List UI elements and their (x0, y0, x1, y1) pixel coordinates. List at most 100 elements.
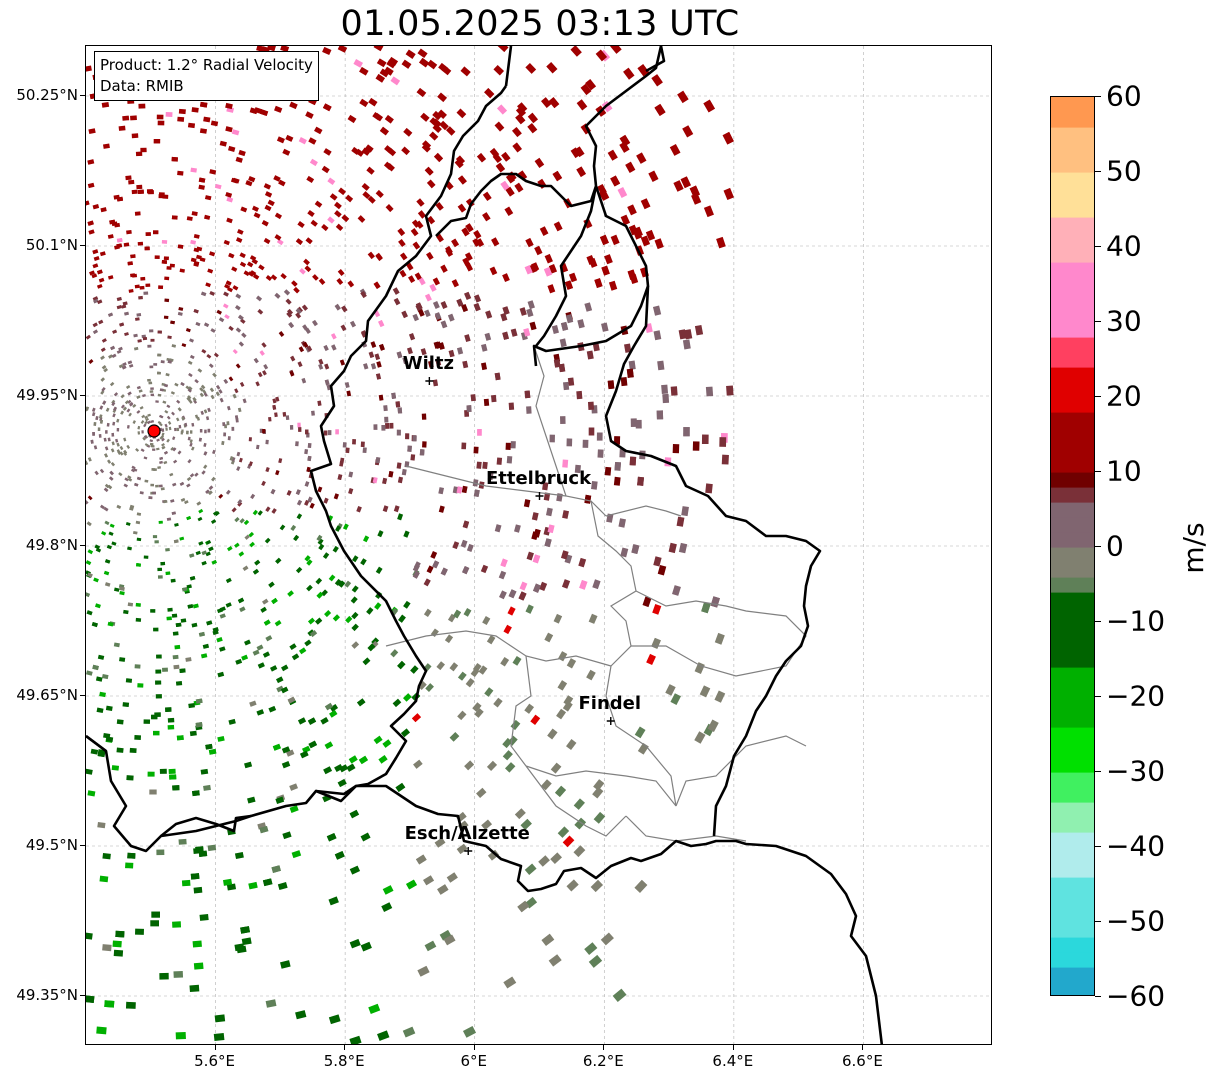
radar-echo-cell (120, 404, 125, 409)
radar-echo-cell (303, 258, 310, 266)
radar-echo-cell (177, 116, 185, 122)
radar-echo-cell (170, 391, 175, 395)
radar-echo-cell (125, 1001, 136, 1009)
radar-echo-cell (547, 284, 556, 294)
radar-echo-cell (86, 521, 92, 527)
radar-echo-cell (363, 363, 369, 370)
radar-velocity-echoes (86, 46, 734, 1044)
radar-echo-cell (545, 507, 553, 517)
radar-echo-cell (390, 76, 401, 86)
radar-echo-cell (494, 524, 502, 533)
radar-echo-cell (297, 361, 303, 368)
radar-echo-cell (456, 486, 463, 494)
radar-echo-cell (206, 353, 212, 359)
radar-echo-cell (116, 442, 120, 447)
radar-echo-cell (586, 669, 596, 681)
radar-echo-cell (472, 662, 482, 673)
radar-echo-cell (360, 558, 367, 566)
radar-echo-cell (160, 360, 165, 364)
radar-echo-cell (155, 484, 159, 488)
radar-echo-cell (297, 422, 301, 428)
canton-boundary (625, 815, 747, 842)
radar-echo-cell (423, 875, 435, 886)
radar-echo-cell (597, 449, 604, 458)
radar-echo-cell (203, 451, 208, 456)
radar-echo-cell (599, 234, 609, 246)
radar-echo-cell (135, 928, 144, 935)
colorbar-segment (1051, 187, 1094, 203)
radar-echo-cell (249, 541, 255, 548)
radar-echo-cell (156, 447, 160, 451)
colorbar-segment (1051, 307, 1094, 323)
radar-echo-cell (86, 200, 90, 206)
radar-echo-cell (172, 654, 179, 660)
radar-echo-cell (351, 585, 359, 593)
radar-echo-cell (241, 937, 252, 946)
radar-echo-cell (143, 555, 149, 559)
radar-echo-cell (160, 561, 166, 566)
radar-echo-cell (420, 112, 430, 122)
radar-echo-cell (96, 269, 103, 275)
city-label: Esch/Alzette (404, 823, 530, 844)
radar-echo-cell (423, 608, 432, 618)
radar-echo-cell (486, 760, 498, 771)
radar-site-dot (147, 424, 161, 438)
radar-echo-cell (170, 320, 175, 325)
radar-echo-cell (412, 241, 421, 250)
lat-tick (80, 695, 85, 696)
radar-echo-cell (210, 328, 216, 333)
radar-echo-cell (175, 681, 183, 686)
radar-echo-cell (600, 932, 614, 946)
radar-echo-cell (197, 516, 203, 522)
radar-echo-cell (328, 574, 336, 582)
radar-echo-cell (424, 293, 432, 302)
radar-echo-cell (218, 317, 225, 323)
radar-echo-cell (111, 401, 116, 407)
radar-echo-cell (275, 796, 285, 804)
radar-echo-cell (445, 245, 453, 255)
radar-echo-cell (317, 486, 323, 493)
radar-echo-cell (462, 520, 470, 529)
radar-echo-cell (670, 386, 678, 396)
radar-echo-cell (194, 472, 199, 477)
radar-echo-cell (543, 267, 553, 277)
radar-echo-cell (249, 107, 258, 115)
radar-echo-cell (493, 64, 505, 76)
radar-echo-cell (534, 245, 543, 256)
radar-echo-cell (125, 862, 134, 869)
radar-echo-cell (462, 257, 471, 267)
radar-echo-cell (173, 459, 178, 464)
radar-echo-cell (187, 122, 196, 129)
radar-echo-cell (86, 591, 91, 598)
radar-echo-cell (374, 353, 381, 361)
colorbar-segment (1051, 652, 1094, 668)
radar-echo-cell (550, 762, 562, 774)
radar-echo-cell (549, 434, 555, 443)
radar-echo-cell (235, 156, 243, 163)
radar-echo-cell (465, 198, 475, 208)
radar-echo-cell (335, 223, 344, 232)
radar-echo-cell (272, 743, 281, 751)
radar-echo-cell (657, 360, 665, 371)
lat-tick-label: 49.65°N (16, 686, 78, 704)
radar-echo-cell (274, 105, 283, 113)
lon-tick (344, 1045, 346, 1050)
radar-echo-cell (311, 410, 315, 416)
radar-echo-cell (481, 819, 493, 831)
radar-echo-cell (122, 115, 130, 121)
radar-echo-cell (119, 445, 124, 451)
radar-echo-cell (155, 694, 162, 699)
radar-echo-cell (259, 825, 269, 834)
radar-echo-cell (129, 747, 137, 754)
radar-echo-cell (502, 273, 510, 283)
radar-echo-cell (566, 879, 579, 892)
border-lux-germany-east (604, 46, 822, 837)
radar-echo-cell (99, 251, 106, 257)
radar-echo-cell (168, 768, 176, 774)
radar-echo-cell (306, 584, 313, 592)
radar-echo-cell (96, 299, 103, 305)
radar-echo-cell (219, 397, 224, 403)
colorbar-segment (1051, 562, 1094, 578)
radar-echo-cell (107, 621, 114, 627)
lon-tick (214, 1045, 216, 1050)
